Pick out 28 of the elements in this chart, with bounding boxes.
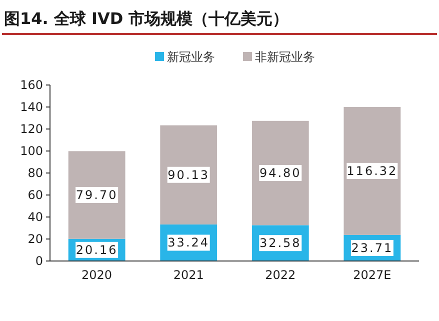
- chart-title: 图14. 全球 IVD 市场规模（十亿美元）: [4, 9, 289, 28]
- data-label: 33.24: [168, 236, 210, 250]
- bar: [344, 106, 401, 235]
- x-tick-label: 2027E: [353, 268, 392, 282]
- y-tick-label: 20: [28, 232, 43, 246]
- y-tick-label: 60: [28, 188, 43, 202]
- data-label: 116.32: [346, 164, 398, 178]
- legend-label: 新冠业务: [167, 50, 215, 64]
- data-label: 32.58: [259, 236, 302, 250]
- bar: [68, 151, 126, 239]
- y-tick-label: 80: [28, 166, 43, 180]
- x-tick-label: 2021: [173, 268, 204, 282]
- bar: [252, 120, 309, 226]
- data-label: 94.80: [259, 166, 302, 180]
- data-label: 90.13: [168, 168, 210, 182]
- y-tick-label: 40: [28, 210, 43, 224]
- data-label: 79.70: [76, 188, 118, 202]
- data-label: 23.71: [351, 240, 394, 255]
- bar: [160, 125, 218, 224]
- legend-label: 非新冠业务: [255, 50, 315, 64]
- y-tick-label: 0: [35, 254, 43, 268]
- y-tick-label: 100: [20, 144, 43, 158]
- x-tick-label: 2022: [265, 268, 296, 282]
- y-tick-label: 160: [20, 78, 43, 92]
- y-tick-label: 140: [20, 100, 43, 114]
- x-tick-label: 2020: [82, 268, 112, 282]
- data-label: 20.16: [76, 242, 118, 257]
- y-tick-label: 120: [20, 122, 43, 136]
